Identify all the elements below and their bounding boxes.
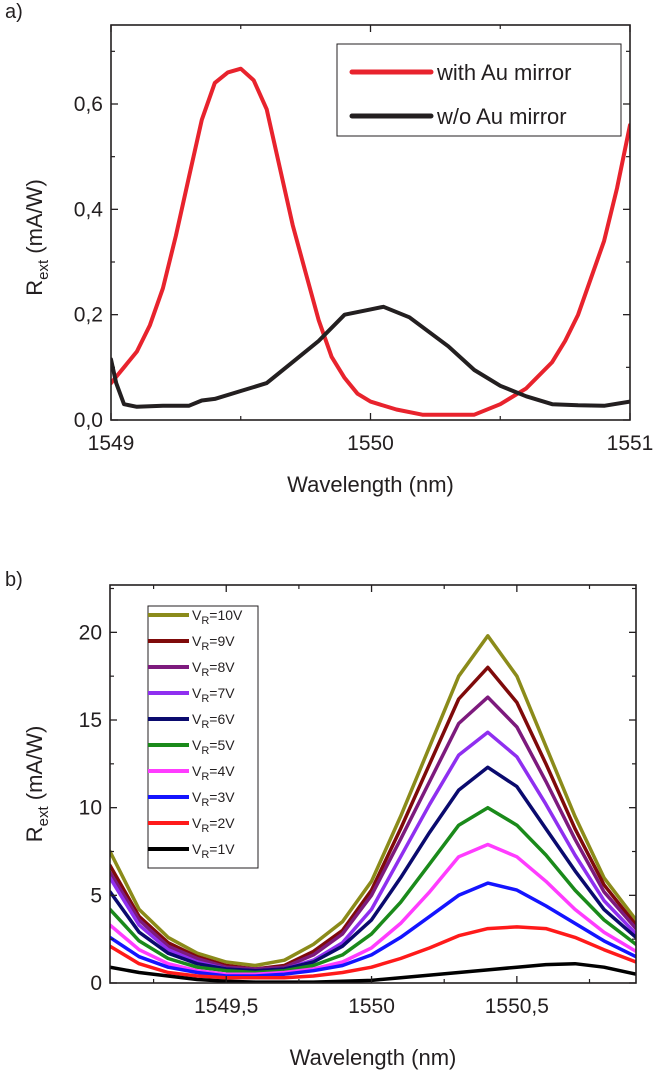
legend-label-sub: R (201, 849, 209, 861)
x-axis-label: Wavelength (nm) (290, 1045, 457, 1070)
y-tick-label: 0 (90, 972, 102, 995)
x-tick-label: 1549,5 (194, 995, 258, 1018)
legend-label-sub: R (201, 771, 209, 783)
legend-label-sub: R (201, 667, 209, 679)
y-tick-label: 20 (79, 621, 102, 644)
series-line-8 (110, 925, 636, 980)
legend-label-rest: =7V (209, 685, 235, 701)
series-line-0 (110, 634, 636, 968)
x-tick-label: 1551 (607, 432, 654, 455)
legend-label: w/o Au mirror (436, 104, 567, 129)
legend-label: VR=7V (192, 685, 235, 705)
legend-label: with Au mirror (436, 60, 571, 85)
legend-label-rest: =9V (209, 633, 235, 649)
axes-frame (109, 584, 637, 984)
legend-label: VR=8V (192, 659, 235, 679)
series-line-7 (110, 881, 636, 978)
legend-label-rest: =3V (209, 789, 235, 805)
panel-label: b) (5, 569, 23, 591)
legend-label: VR=6V (192, 711, 235, 731)
x-tick-label: 1550 (348, 995, 395, 1018)
y-tick-label: 0,6 (74, 93, 103, 116)
legend-label-main: V (192, 711, 202, 727)
y-tick-label: 0,4 (74, 198, 104, 221)
legend-label-main: V (192, 841, 202, 857)
legend-box (336, 43, 622, 137)
y-axis-label-main: R (22, 280, 47, 296)
legend-label-main: V (192, 815, 202, 831)
series-line-4 (110, 765, 636, 973)
legend-label-main: V (192, 607, 202, 623)
legend-label-sub: R (201, 641, 209, 653)
y-tick-label: 0,0 (74, 409, 103, 432)
y-axis-label-main: R (22, 826, 47, 842)
x-tick-label: 1549 (88, 432, 135, 455)
legend-label-main: V (192, 685, 202, 701)
legend-label: VR=9V (192, 633, 235, 653)
legend-label: VR=2V (192, 815, 235, 835)
y-axis-label: Rext (mA/W) (22, 726, 52, 843)
series-line-2 (110, 695, 636, 971)
legend-label-main: V (192, 659, 202, 675)
legend-label-rest: =8V (209, 659, 235, 675)
y-axis-label-sub: ext (35, 806, 52, 827)
legend-label-sub: R (201, 797, 209, 809)
y-axis-label-sub: ext (35, 259, 52, 280)
x-tick-label: 1550 (347, 432, 394, 455)
y-tick-label: 0,2 (74, 304, 103, 327)
x-axis-label: Wavelength (nm) (287, 472, 454, 497)
legend-label-main: V (192, 763, 202, 779)
legend-label-rest: =10V (209, 607, 243, 623)
y-axis-label-unit: (mA/W) (22, 179, 47, 260)
legend-label-sub: R (201, 745, 209, 757)
legend-label-rest: =1V (209, 841, 235, 857)
y-tick-label: 5 (90, 884, 102, 907)
panel-label: a) (5, 1, 23, 23)
chart-panel-b: b) 1549,5 1550 1550,5 0 5 10 15 20 Wavelength (nm… (5, 569, 637, 1070)
y-axis-label: Rext (mA/W) (22, 179, 52, 296)
legend-label-sub: R (201, 823, 209, 835)
x-tick-label: 1550,5 (485, 995, 549, 1018)
series-line-1 (111, 304, 630, 409)
legend-label: VR=5V (192, 737, 235, 757)
legend: with Au mirror w/o Au mirror (336, 43, 622, 137)
chart-panel-a: a) 1549 1550 1551 0,0 0,2 0,4 0,6 Wavelength (nm… (5, 1, 653, 497)
y-tick-label: 15 (79, 709, 102, 732)
series-line-0 (111, 66, 630, 417)
series-group (111, 66, 630, 417)
series-line-5 (110, 805, 636, 975)
legend-label-main: V (192, 737, 202, 753)
legend-label-rest: =5V (209, 737, 235, 753)
legend-label-rest: =6V (209, 711, 235, 727)
legend-label-sub: R (201, 693, 209, 705)
legend-label: VR=1V (192, 841, 235, 861)
legend-label-main: V (192, 789, 202, 805)
y-tick-label: 10 (79, 797, 102, 820)
legend: VR=10VVR=9VVR=8VVR=7VVR=6VVR=5VVR=4VVR=3… (147, 605, 259, 869)
legend-label: VR=10V (192, 607, 243, 627)
series-line-6 (110, 842, 636, 976)
legend-label-sub: R (201, 615, 209, 627)
legend-label-sub: R (201, 719, 209, 731)
legend-label-rest: =2V (209, 815, 235, 831)
y-axis-label-unit: (mA/W) (22, 726, 47, 807)
legend-label: VR=3V (192, 789, 235, 809)
legend-label-main: V (192, 633, 202, 649)
legend-label: VR=4V (192, 763, 235, 783)
legend-label-rest: =4V (209, 763, 235, 779)
